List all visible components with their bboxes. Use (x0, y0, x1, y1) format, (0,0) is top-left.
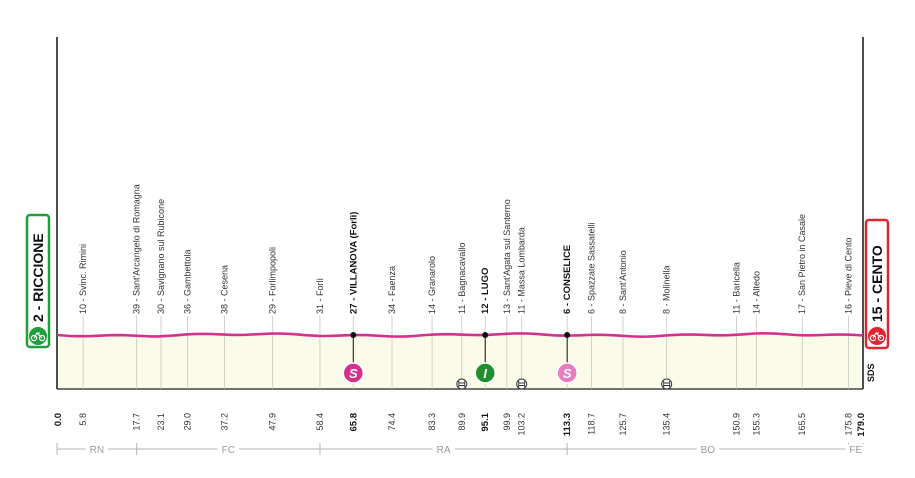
rail-crossing-icon (661, 378, 673, 390)
location-label: 11 - Bagnacavallo (457, 243, 467, 314)
km-label: 83.3 (427, 413, 437, 431)
province-label: BO (701, 445, 716, 456)
km-axis: 5.8 17.7 23.1 29.0 37.2 47.9 58.4 65.8 74.4 83.3 8… (78, 412, 853, 436)
province-label-bg (696, 444, 720, 457)
bike-icon (868, 327, 886, 345)
marker-glyph: I (483, 366, 487, 381)
location-label: 6 - CONSELICE (562, 245, 573, 314)
profile-curve (56, 331, 864, 339)
province-label-bg (85, 444, 109, 457)
km-label: 17.7 (132, 413, 142, 431)
km-label: 5.8 (78, 413, 88, 426)
location-label: 6 - Spazzate Sassatelli (586, 222, 596, 314)
watermark: SDS (866, 363, 876, 382)
location-label: 31 - Forlì (315, 278, 325, 314)
location-label: 11 - Massa Lombarda (517, 227, 527, 314)
location-label: 11 - Baricella (731, 262, 741, 314)
km-label: 135.4 (662, 413, 672, 436)
location-labels: 10 - Svinc. Rimini 39 - Sant'Arcangelo di… (78, 184, 853, 314)
location-label: 16 - Pieve di Cento (844, 237, 854, 314)
finish-label: 15 - CENTO (869, 245, 885, 322)
location-label: 29 - Forlimpopoli (268, 247, 278, 314)
province-label-bg (845, 444, 867, 457)
location-label: 8 - Sant'Antonio (618, 250, 628, 314)
km-label: 118.7 (586, 413, 596, 435)
location-label: 36 - Gambettola (183, 249, 193, 314)
km-label: 155.3 (751, 413, 761, 436)
km-label: 29.0 (183, 413, 193, 431)
location-label: 34 - Faenza (387, 266, 397, 314)
location-label: 12 - LUGO (480, 268, 491, 314)
finish-km: 179.0 (856, 413, 867, 437)
km-label: 37.2 (220, 413, 230, 431)
km-label: 58.4 (315, 413, 325, 431)
location-label: 39 - Sant'Arcangelo di Romagna (132, 184, 142, 314)
start-badge: 2 - RICCIONE (25, 213, 51, 349)
province-label: FC (222, 445, 235, 456)
km-label: 113.3 (562, 413, 573, 436)
km-label: 89.9 (457, 413, 467, 431)
province-label-bg (432, 444, 455, 457)
location-label: 8 - Molinella (662, 265, 672, 314)
province-label: FE (849, 445, 862, 456)
location-label: 17 - San Pietro in Casale (797, 214, 807, 314)
bike-icon (29, 327, 47, 345)
rail-crossing-icon (516, 378, 528, 390)
km-label: 95.1 (480, 412, 491, 431)
intermediate-icon: I (474, 362, 496, 384)
km-label: 99.9 (502, 413, 512, 431)
sprint-icon: S (342, 362, 365, 384)
province-label: RN (90, 445, 104, 456)
start-label: 2 - RICCIONE (30, 233, 46, 322)
location-label: 27 - VILLANOVA (Forlì) (348, 212, 359, 314)
province-axis: RN FC RA BO FE (56, 443, 867, 457)
marker-glyph: S (563, 366, 572, 381)
province-label: RA (437, 445, 451, 456)
location-label: 38 - Cesena (220, 265, 230, 314)
km-label: 125.7 (618, 413, 628, 436)
location-label: 10 - Svinc. Rimini (78, 244, 88, 314)
km-label: 65.8 (348, 413, 359, 432)
profile-fill (57, 333, 863, 389)
location-label: 30 - Savignano sul Rubicone (156, 199, 166, 314)
km-label: 47.9 (268, 413, 278, 431)
start-km: 0.0 (53, 413, 64, 426)
sprint-icon: S (556, 362, 578, 384)
km-label: 74.4 (387, 413, 397, 431)
km-label: 150.9 (731, 413, 741, 436)
km-label: 175.8 (844, 413, 854, 436)
location-label: 14 - Granarolo (427, 256, 437, 314)
km-label: 165.5 (797, 413, 807, 436)
rail-crossing-icon (456, 378, 468, 390)
location-label: 13 - Sant'Agata sul Santerno (502, 199, 512, 314)
km-label: 23.1 (156, 413, 166, 431)
province-label-bg (217, 444, 240, 457)
marker-glyph: S (349, 366, 358, 381)
km-label: 103.2 (517, 413, 527, 436)
finish-badge: 15 - CENTO (864, 218, 890, 350)
location-label: 14 - Altedo (751, 271, 761, 314)
